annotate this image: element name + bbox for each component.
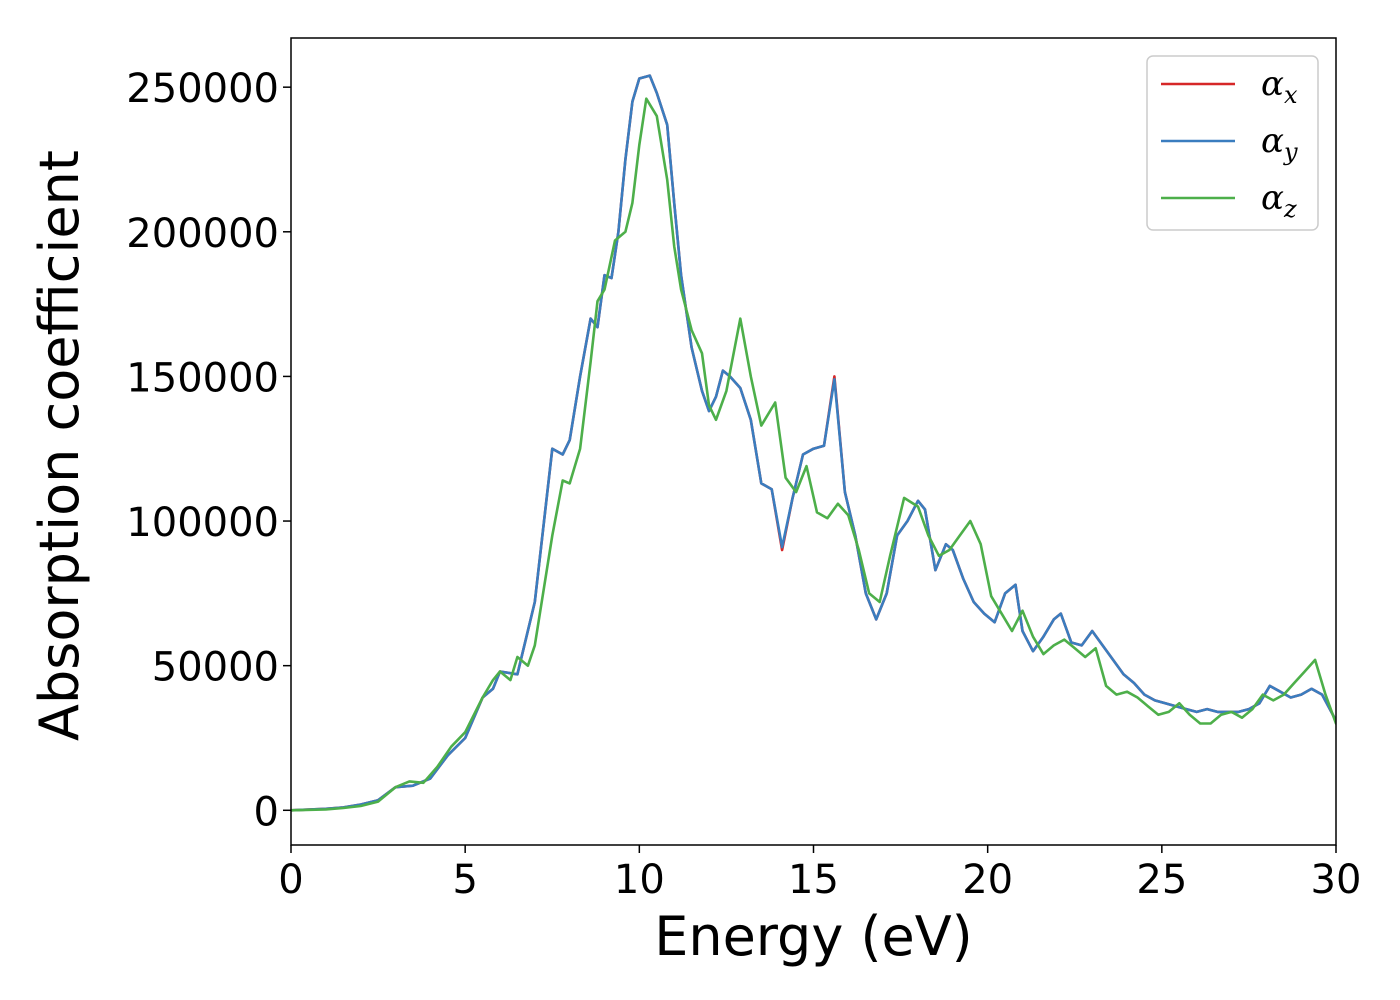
y-axis: 0 50000 100000 150000 200000 250000 xyxy=(126,66,291,835)
x-axis-label: Energy (eV) xyxy=(654,905,973,968)
x-tick-label: 30 xyxy=(1311,857,1362,903)
legend-subscript: z xyxy=(1283,195,1297,223)
series-line-z xyxy=(291,97,1336,812)
legend-symbol: α xyxy=(1261,178,1284,218)
legend-box xyxy=(1146,55,1319,231)
y-tick-label: 150000 xyxy=(126,355,279,401)
y-tick-label: 50000 xyxy=(152,645,279,691)
x-tick-label: 20 xyxy=(962,857,1013,903)
y-tick-label: 250000 xyxy=(126,66,279,112)
series-layer xyxy=(291,74,1336,812)
x-tick-label: 10 xyxy=(614,857,665,903)
series-line-y xyxy=(291,74,1336,812)
legend-entry-z: αz xyxy=(1261,178,1297,223)
legend-entry-y: αy xyxy=(1261,121,1298,166)
y-tick-label: 200000 xyxy=(126,211,279,257)
x-tick-label: 25 xyxy=(1136,857,1187,903)
x-tick-label: 15 xyxy=(788,857,839,903)
y-axis-label: Absorption coefficient xyxy=(28,150,91,741)
legend-subscript: x xyxy=(1284,81,1298,109)
legend-entry-x: αx xyxy=(1261,64,1298,109)
legend-symbol: α xyxy=(1261,64,1284,104)
y-tick-label: 100000 xyxy=(126,500,279,546)
x-tick-label: 0 xyxy=(278,857,303,903)
y-tick-label: 0 xyxy=(254,789,279,835)
x-axis: 0 5 10 15 20 25 30 xyxy=(278,845,1361,903)
x-tick-label: 5 xyxy=(452,857,477,903)
legend-symbol: α xyxy=(1261,121,1284,161)
legend-subscript: y xyxy=(1283,138,1298,166)
